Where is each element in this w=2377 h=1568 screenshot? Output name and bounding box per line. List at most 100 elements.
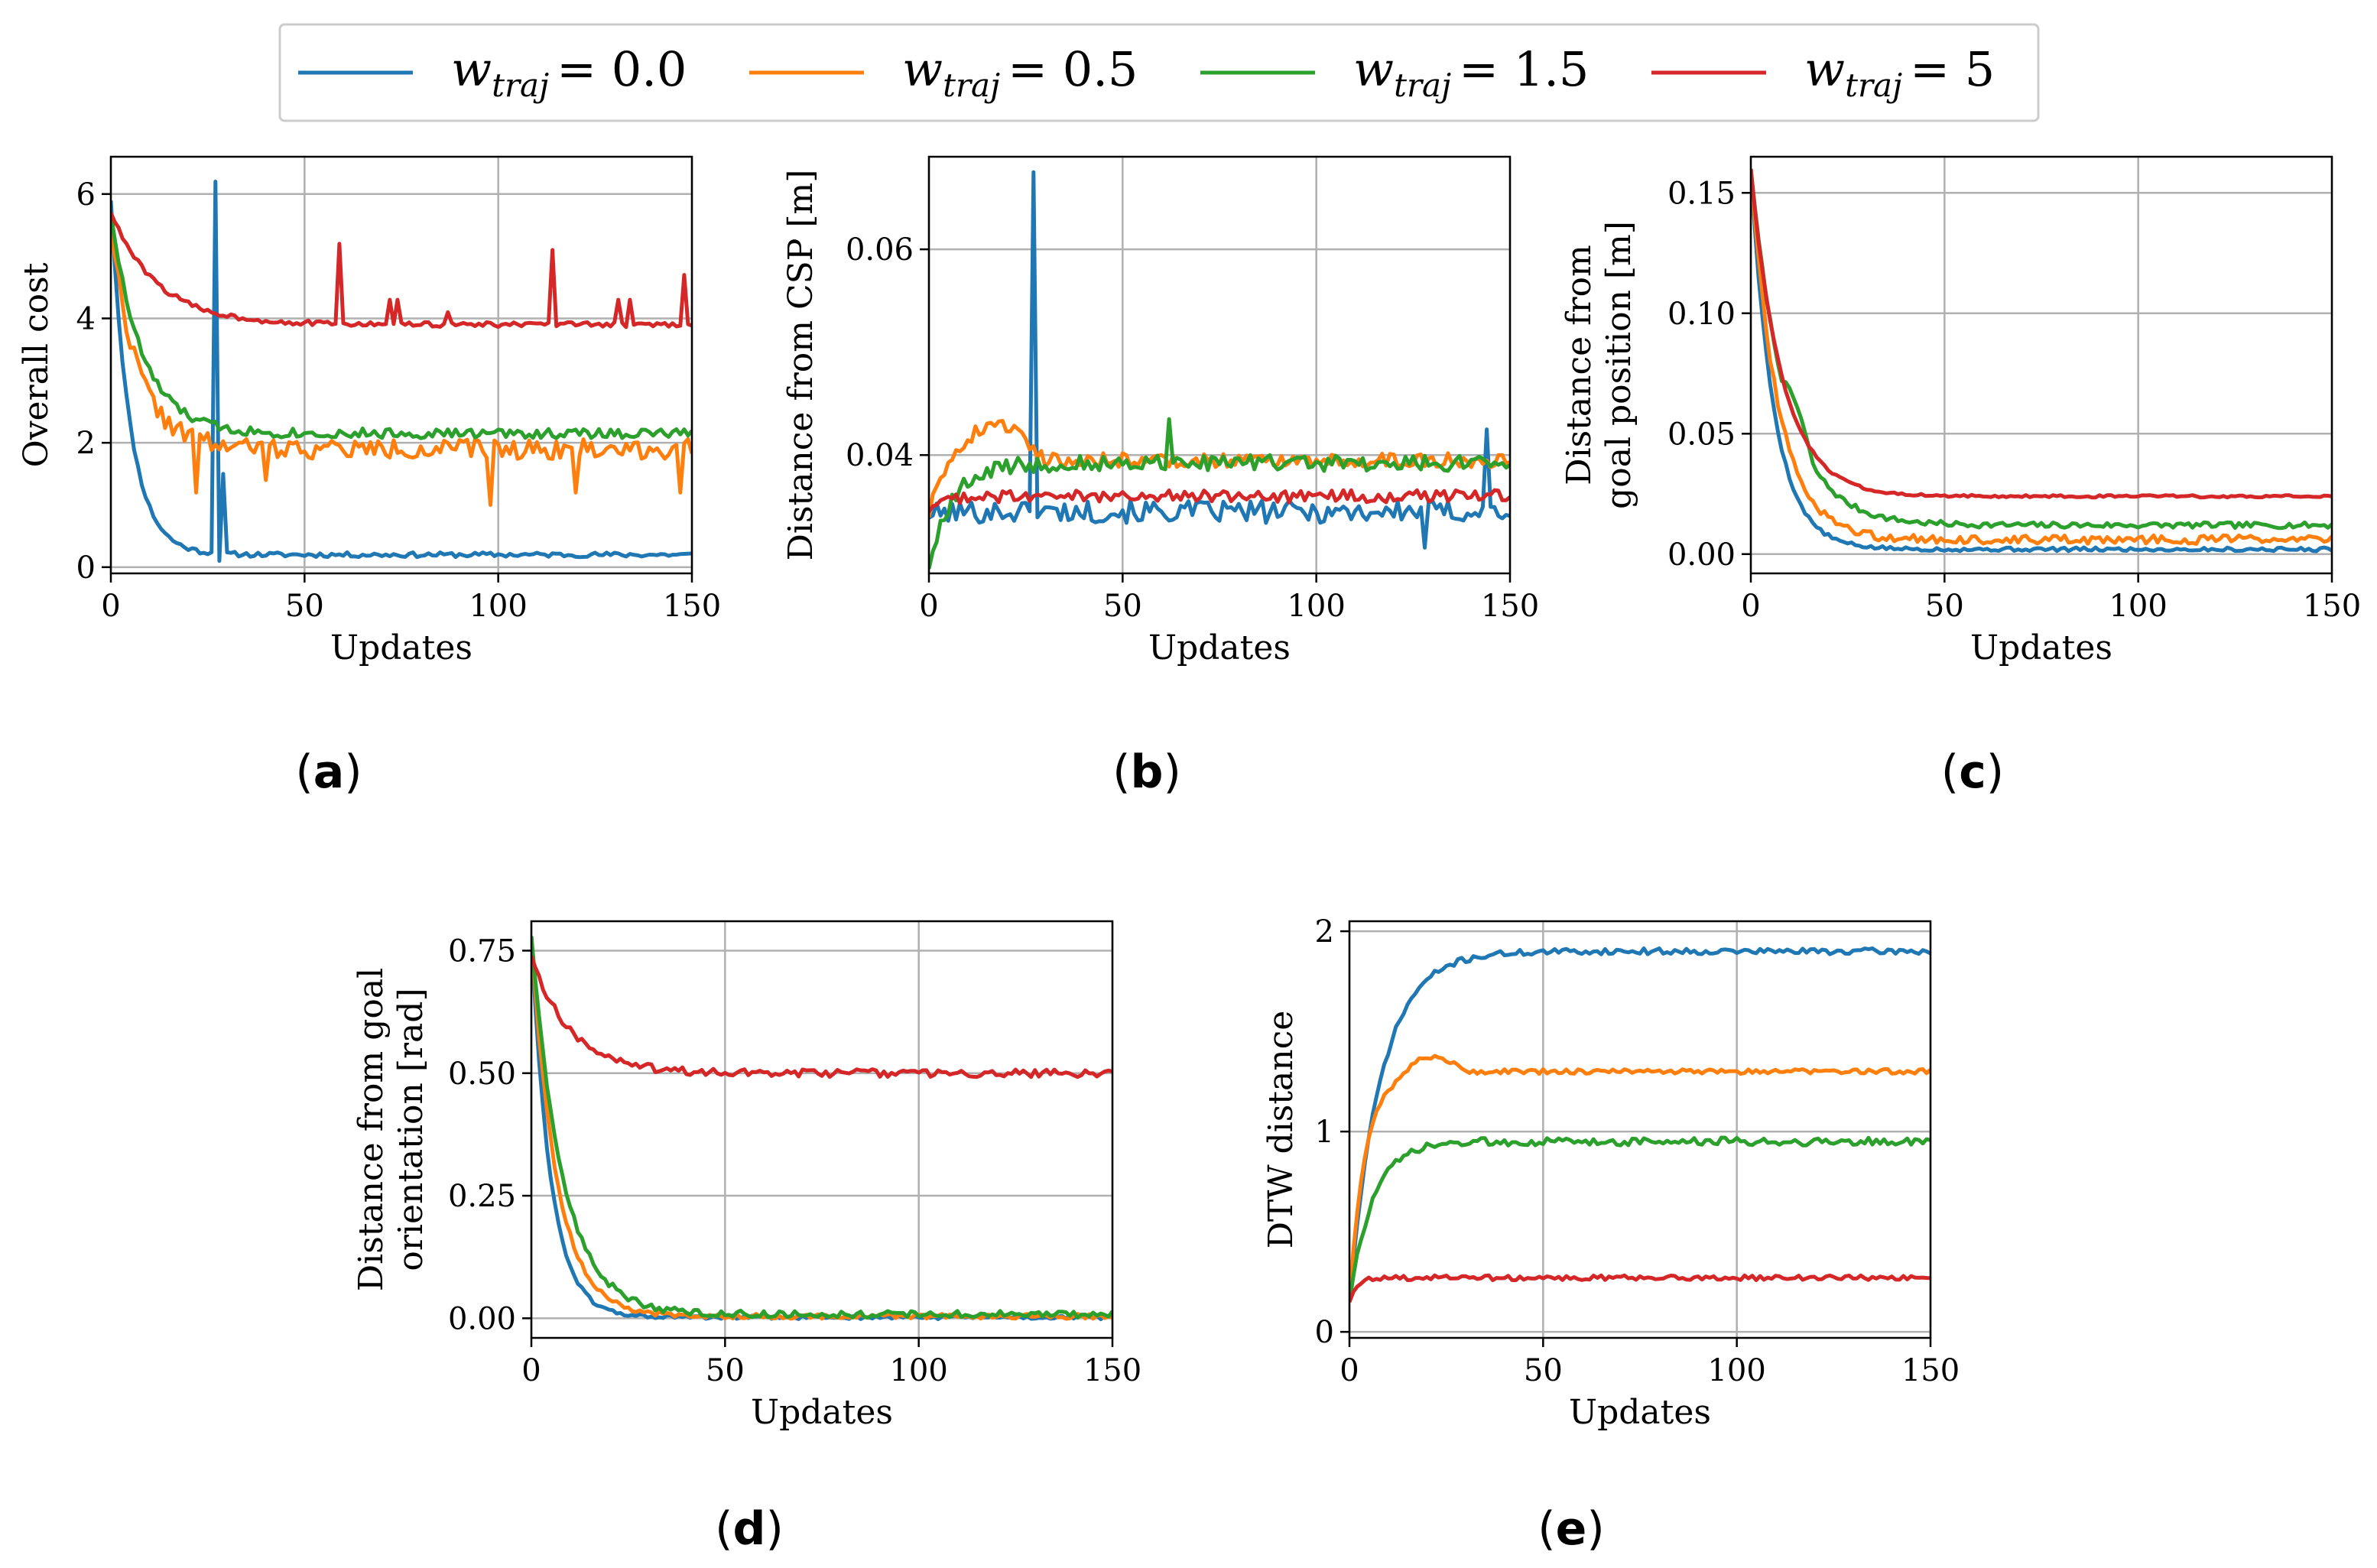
x-tick-label: 150 [1083,1353,1141,1388]
legend-entry-3: wtraj = 5 [1651,41,1995,104]
y-axis-title: goal position [m] [1599,221,1638,509]
series-line-d-2 [531,936,1112,1320]
x-axis-title: Updates [330,628,472,667]
y-tick-label: 0.00 [448,1301,516,1336]
y-axis-title: Distance from CSP [m] [781,170,820,561]
series-group-a [111,180,692,563]
y-tick-label: 0 [76,550,96,586]
x-tick-label: 0 [919,589,938,624]
series-line-e-2 [1349,1135,1931,1303]
legend-entry-1: wtraj = 0.5 [749,41,1138,104]
y-tick-label: 0.25 [448,1179,516,1214]
panel-label-a: (a) [295,745,362,799]
chart-a: 0 50 100 150 0 2 4 6 Updates Overall cost (a) [17,155,721,799]
x-tick-label: 150 [1481,589,1539,624]
x-tick-label: 100 [2109,589,2167,624]
y-tick-label: 4 [76,301,96,336]
series-group-c [1751,168,2332,554]
series-line-e-1 [1349,1053,1931,1303]
series-line-b-2 [929,417,1510,570]
y-tick-label: 2 [76,426,96,461]
grid-d [530,921,1114,1338]
panel-label-d: (d) [715,1502,784,1556]
x-tick-label: 50 [285,589,324,624]
x-tick-label: 50 [1103,589,1142,624]
legend-label-0: wtraj = 0.0 [451,41,687,104]
y-tick-label: 2 [1315,914,1334,950]
series-group-b [929,170,1510,570]
plot-frame-e [1348,920,1932,1339]
chart-c: 0 50 100 150 0.00 0.05 0.10 0.15 Updates Distance… [1560,155,2361,799]
legend-frame [278,23,2040,122]
legend-entry-2: wtraj = 1.5 [1200,41,1589,104]
x-tick-label: 0 [1741,589,1760,624]
y-axis-title: Distance from goal [352,968,391,1291]
series-line-a-0 [111,180,692,563]
x-tick-label: 150 [2303,589,2361,624]
x-axis-title: Updates [751,1393,893,1432]
y-tick-label: 0.75 [448,933,516,969]
series-line-a-1 [111,226,692,507]
plot-frame-c [1749,155,2333,575]
plot-frame-a [109,155,693,575]
plot-frame-b [927,155,1512,575]
legend-label-2: wtraj = 1.5 [1353,41,1589,104]
series-line-c-1 [1751,169,2332,546]
x-tick-label: 150 [663,589,721,624]
y-axis-title: Distance from [1560,245,1599,485]
series-line-e-3 [1349,1273,1931,1303]
x-tick-label: 50 [1925,589,1964,624]
panel-label-b: (b) [1112,745,1181,799]
series-line-c-3 [1751,168,2332,500]
series-line-b-3 [929,488,1510,514]
series-line-b-0 [929,170,1510,550]
x-tick-label: 100 [1287,589,1345,624]
legend: wtraj = 0.0 wtraj = 0.5 wtraj = 1.5 wtraj = … [278,23,2040,122]
legend-label-3: wtraj = 5 [1804,41,1995,104]
x-axis-title: Updates [1148,628,1291,667]
series-line-c-2 [1751,168,2332,531]
x-tick-label: 100 [1707,1353,1765,1388]
x-axis-title: Updates [1970,628,2112,667]
grid-c [1749,157,2333,573]
x-tick-label: 100 [889,1353,947,1388]
series-line-d-3 [531,955,1112,1079]
y-tick-label: 1 [1315,1115,1334,1150]
x-tick-label: 50 [706,1353,745,1388]
y-tick-label: 0.04 [846,438,914,473]
series-group-d [531,936,1112,1322]
y-tick-label: 0.10 [1667,297,1736,332]
series-line-e-0 [1349,946,1931,1303]
series-group-e [1349,946,1931,1303]
y-tick-label: 0.50 [448,1057,516,1092]
series-line-d-0 [531,936,1112,1322]
y-axis-title: DTW distance [1262,1011,1301,1249]
x-tick-label: 100 [469,589,527,624]
panel-label-e: (e) [1538,1502,1605,1556]
legend-label-1: wtraj = 0.5 [902,41,1138,104]
chart-b: 0 50 100 150 0.04 0.06 Updates Distance from CS… [781,155,1539,799]
y-tick-label: 0.05 [1667,417,1736,452]
y-tick-label: 0.06 [846,232,914,268]
x-tick-label: 0 [521,1353,541,1388]
plot-frame-d [530,920,1114,1339]
y-tick-label: 6 [76,177,96,213]
y-tick-label: 0.00 [1667,537,1736,573]
series-line-a-2 [111,213,692,440]
series-line-a-3 [111,212,692,330]
series-line-d-1 [531,936,1112,1321]
chart-e: 0 50 100 150 0 1 2 Updates DTW distance (e) [1262,914,1960,1556]
x-tick-label: 0 [101,589,120,624]
x-tick-label: 0 [1339,1353,1359,1388]
grid-a [109,157,693,573]
x-tick-label: 150 [1901,1353,1960,1388]
chart-d: 0 50 100 150 0.00 0.25 0.50 0.75 Updates Distance… [352,920,1141,1556]
panel-label-c: (c) [1941,745,2004,799]
y-axis-title: orientation [rad] [391,988,430,1271]
x-tick-label: 50 [1524,1353,1563,1388]
x-axis-title: Updates [1569,1393,1711,1432]
y-axis-title: Overall cost [17,262,56,467]
y-tick-label: 0.15 [1667,176,1736,211]
